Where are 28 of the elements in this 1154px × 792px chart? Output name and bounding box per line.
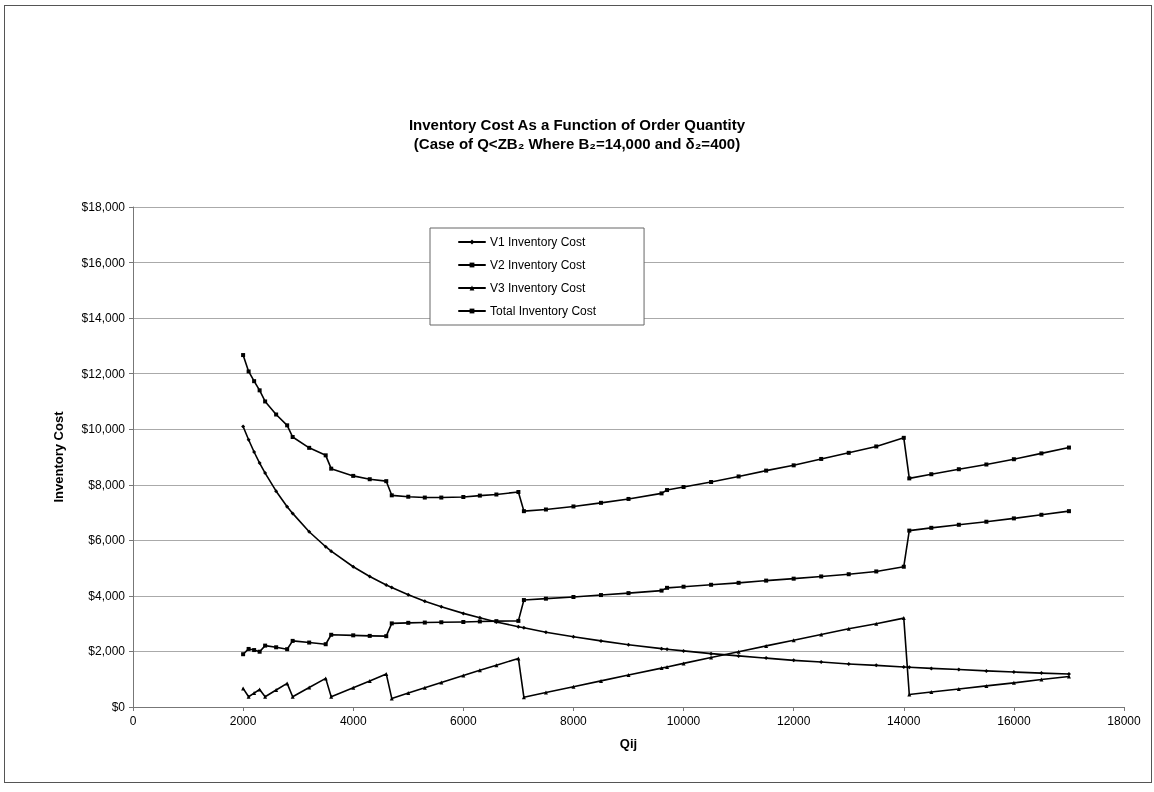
legend-label: V1 Inventory Cost — [490, 235, 587, 249]
legend-label: V3 Inventory Cost — [490, 281, 587, 295]
x-tick-label: 16000 — [997, 714, 1031, 728]
y-tick-label: $12,000 — [81, 366, 126, 381]
legend-label: Total Inventory Cost — [490, 304, 597, 318]
x-tick-label: 6000 — [449, 714, 477, 728]
x-tick-label: 12000 — [776, 714, 811, 728]
y-tick-label: $0 — [111, 700, 126, 714]
chart-subtitle: (Case of Q<ZB₂ Where B₂=14,000 and δ₂=400) — [413, 135, 741, 152]
y-tick-label: $18,000 — [81, 200, 126, 214]
x-tick-label: 0 — [129, 714, 137, 728]
x-tick-label: 2000 — [229, 714, 257, 728]
y-tick-label: $4,000 — [88, 588, 126, 603]
x-axis-title: Qij — [619, 736, 638, 751]
y-tick-label: $8,000 — [88, 477, 126, 492]
x-tick-label: 14000 — [887, 714, 921, 728]
chart-title: Inventory Cost As a Function of Order Quantity — [408, 116, 746, 133]
y-tick-label: $10,000 — [81, 422, 126, 437]
x-tick-label: 18000 — [1107, 714, 1142, 728]
x-tick-label: 8000 — [560, 714, 588, 728]
legend-label: V2 Inventory Cost — [490, 258, 587, 272]
y-tick-label: $16,000 — [81, 255, 126, 270]
x-tick-label: 4000 — [339, 714, 367, 728]
y-tick-label: $6,000 — [88, 533, 126, 548]
y-tick-label: $2,000 — [88, 644, 126, 659]
y-tick-label: $14,000 — [81, 311, 126, 326]
y-axis-title: Inventory Cost — [51, 410, 66, 503]
x-tick-label: 10000 — [666, 714, 701, 728]
